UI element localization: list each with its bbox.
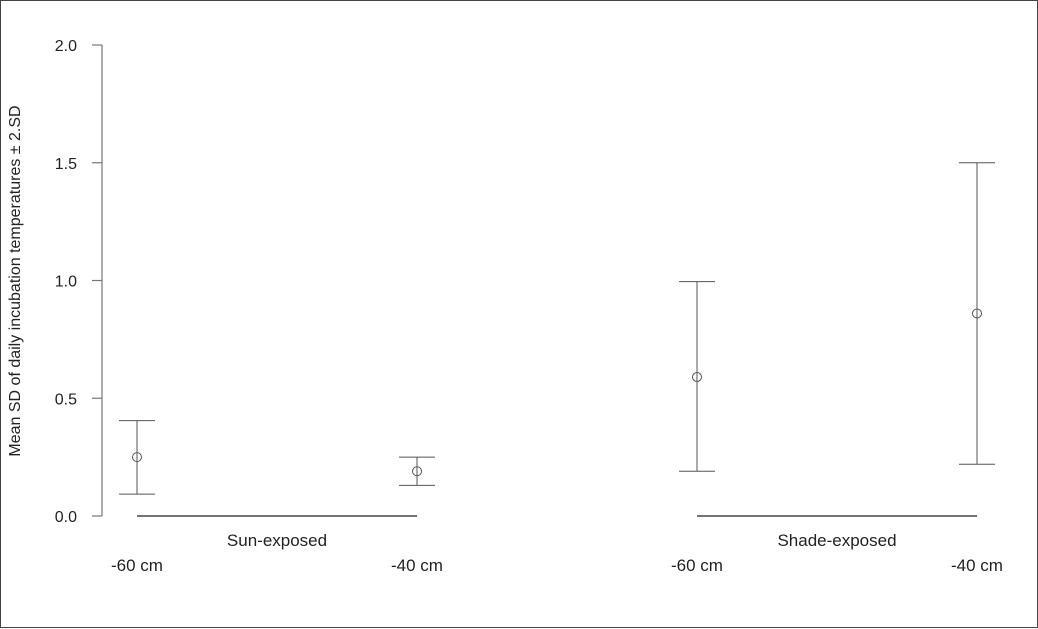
y-tick-label: 2.0 bbox=[55, 38, 77, 55]
group-label: Shade-exposed bbox=[777, 531, 896, 550]
y-axis-label: Mean SD of daily incubation temperatures… bbox=[7, 105, 24, 456]
category-label: -60 cm bbox=[671, 556, 723, 575]
group-label: Sun-exposed bbox=[227, 531, 327, 550]
category-label: -40 cm bbox=[951, 556, 1003, 575]
category-label: -40 cm bbox=[391, 556, 443, 575]
y-tick-label: 1.0 bbox=[55, 274, 77, 291]
y-tick-label: 1.5 bbox=[55, 156, 77, 173]
y-tick-label: 0.0 bbox=[55, 509, 77, 526]
category-label: -60 cm bbox=[111, 556, 163, 575]
y-tick-label: 0.5 bbox=[55, 391, 77, 408]
